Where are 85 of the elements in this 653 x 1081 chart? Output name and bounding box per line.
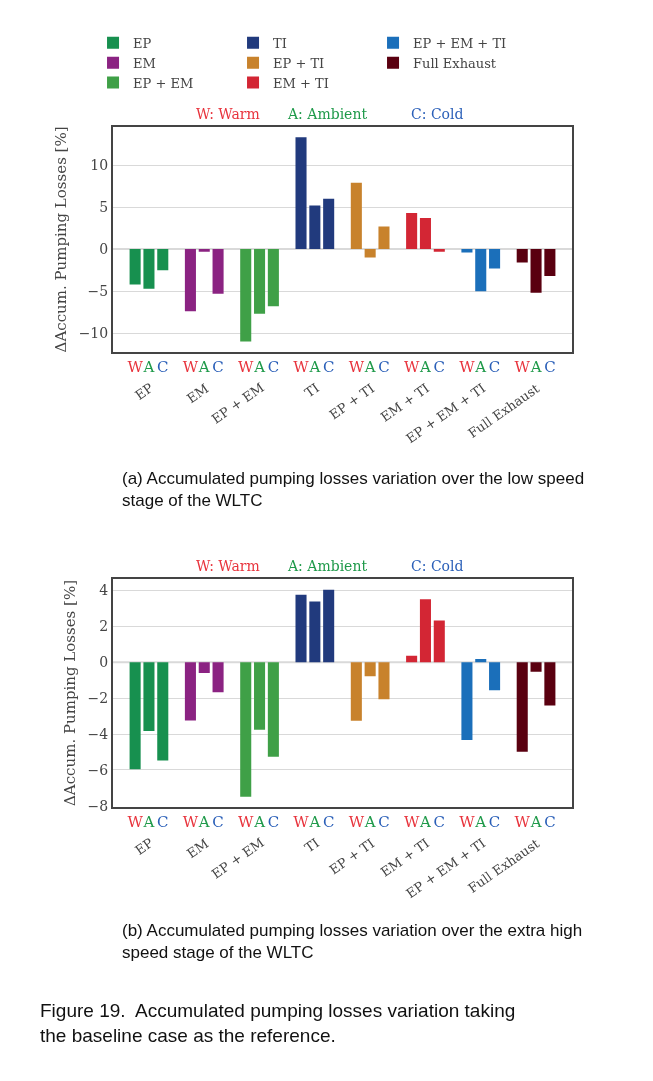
x-tick-label: C [322,812,335,831]
text: (a) Accumulated pumping losses variation over the low speed stage of the WLTC [122,469,585,511]
x-tick-label: C [267,812,280,831]
legend-label: EM [133,55,156,71]
x-tick-label: C [488,357,501,376]
legend-label: Full Exhaust [413,55,497,71]
y-tick-label: −6 [87,761,109,778]
legend-label: EP + TI [273,55,325,71]
y-tick-label: 5 [99,198,109,215]
x-tick-label: A [474,812,487,831]
y-axis-title: ΔAccum. Pumping Losses [%] [52,126,71,353]
x-tick-label: A [529,812,542,831]
y-tick-label: −2 [87,690,109,707]
x-tick-label: W [514,812,531,831]
x-tick-label: C [488,812,501,831]
x-tick-label: A [197,357,210,376]
x-tick-label: A [197,812,210,831]
y-tick-label: −10 [78,325,109,342]
text: EP [132,835,157,858]
legend-label: EP [133,35,152,51]
x-tick-label: A [308,812,321,831]
x-tick-label: A [529,357,542,376]
text: A: Ambient [287,106,368,122]
text: TI [301,380,322,401]
x-tick-label: A [363,812,376,831]
x-tick-label: A [474,357,487,376]
x-tick-label: W [182,812,199,831]
x-tick-label: A [419,812,432,831]
text: W: Warm [196,558,260,574]
caption: Figure 19. Accumulated pumping losses variation taking the baseline case as the reference. [40,1000,516,1046]
y-tick-label: 0 [99,654,109,671]
y-axis-title: ΔAccum. Pumping Losses [%] [61,579,80,806]
x-tick-label: A [419,357,432,376]
x-tick-label: W [348,357,365,376]
x-tick-label: W [403,812,420,831]
text: EP + TI [326,380,378,423]
x-tick-label: W [127,812,144,831]
x-tick-label: A [142,812,155,831]
x-tick-label: W [403,357,420,376]
x-tick-label: C [433,357,446,376]
x-tick-label: W [293,812,310,831]
x-tick-label: C [433,812,446,831]
text: A: Ambient [287,558,368,574]
y-tick-label: −4 [87,725,109,742]
x-tick-label: C [378,812,390,831]
x-tick-label: W [238,357,255,376]
x-tick-label: W [348,812,365,831]
legend-label: TI [273,35,287,51]
x-tick-label: C [212,357,224,376]
legend-label: EP + EM + TI [413,35,507,51]
x-tick-label: A [253,812,266,831]
x-tick-label: C [267,357,280,376]
x-tick-label: W [293,357,310,376]
y-tick-label: 2 [99,618,109,635]
x-tick-label: C [322,357,335,376]
text: C: Cold [411,106,464,122]
x-tick-label: W [127,357,144,376]
text: EP + TI [326,835,378,878]
text: (b) Accumulated pumping losses variation over the extra high speed stage of the WLTC [122,921,583,963]
x-tick-label: W [238,812,255,831]
y-tick-label: 10 [90,156,109,173]
x-tick-label: C [212,812,224,831]
x-tick-label: C [544,812,556,831]
text: C: Cold [411,558,464,574]
legend-label: EP + EM [133,75,194,91]
y-tick-label: 0 [99,241,109,258]
y-tick-label: −8 [87,797,109,814]
text: TI [301,835,322,856]
text: EP [132,380,157,403]
y-tick-label: −5 [87,283,109,300]
text: W: Warm [196,106,260,122]
x-tick-label: A [363,357,376,376]
x-tick-label: C [544,357,556,376]
x-tick-label: A [308,357,321,376]
x-tick-label: C [157,357,169,376]
x-tick-label: W [514,357,531,376]
x-tick-label: W [459,357,476,376]
x-tick-label: A [253,357,266,376]
x-tick-label: W [182,357,199,376]
x-tick-label: W [459,812,476,831]
x-tick-label: C [157,812,169,831]
legend-label: EM + TI [273,75,329,91]
x-tick-label: C [378,357,390,376]
x-tick-label: A [142,357,155,376]
y-tick-label: 4 [99,582,109,599]
